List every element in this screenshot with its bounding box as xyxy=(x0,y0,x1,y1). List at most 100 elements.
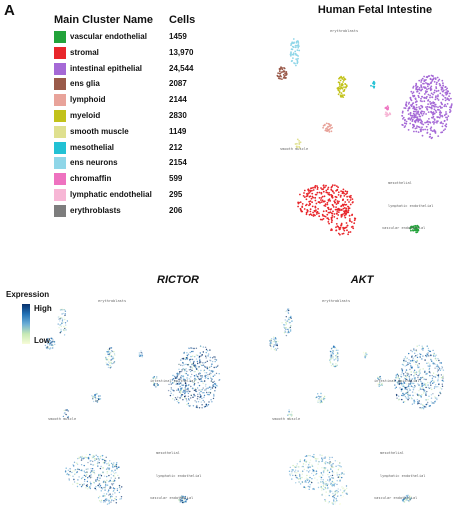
umap-point xyxy=(102,462,105,464)
umap-point xyxy=(205,389,207,391)
umap-point xyxy=(428,349,430,352)
umap-point xyxy=(311,192,314,195)
umap-point xyxy=(406,388,408,391)
umap-point xyxy=(332,352,335,355)
umap-point xyxy=(433,353,435,356)
umap-point xyxy=(277,72,279,74)
umap-point xyxy=(404,497,407,499)
umap-point xyxy=(336,211,339,213)
umap-point xyxy=(348,195,351,198)
umap-point xyxy=(296,49,299,51)
umap-point xyxy=(328,476,330,478)
umap-point xyxy=(209,359,211,361)
umap-point xyxy=(184,495,187,498)
umap-point xyxy=(438,108,440,111)
umap-point xyxy=(284,319,286,321)
umap-point xyxy=(110,496,112,498)
cluster-intestinal-epithelial xyxy=(400,344,445,410)
umap-point xyxy=(79,483,81,486)
cluster-vascular-endothelial xyxy=(401,494,412,503)
umap-point xyxy=(447,115,450,117)
umap-point xyxy=(433,105,436,108)
umap-point xyxy=(113,475,115,477)
cluster-intestinal-epithelial xyxy=(175,345,221,409)
umap-point xyxy=(432,93,434,96)
umap-point xyxy=(214,356,216,358)
umap-point xyxy=(188,369,191,371)
umap-point xyxy=(193,364,195,366)
umap-point xyxy=(198,378,201,381)
umap-point xyxy=(417,375,419,377)
umap-point xyxy=(102,472,104,474)
umap-point xyxy=(214,358,216,360)
umap-point xyxy=(332,355,335,358)
umap-point xyxy=(299,473,301,476)
umap-point xyxy=(431,116,433,119)
umap-point xyxy=(184,357,187,359)
umap-point xyxy=(198,355,201,358)
umap-point xyxy=(103,499,106,502)
panel-label: A xyxy=(4,2,15,19)
umap-point xyxy=(430,85,433,88)
umap-point xyxy=(423,383,426,385)
umap-point xyxy=(285,326,287,329)
umap-point xyxy=(402,401,405,403)
umap-point xyxy=(181,501,184,504)
umap-point xyxy=(333,213,336,215)
expression-legend: Expression High Low xyxy=(6,290,86,345)
umap-point xyxy=(401,115,404,117)
umap-point xyxy=(334,201,337,204)
umap-point xyxy=(274,344,276,346)
umap-point xyxy=(327,199,330,201)
umap-point xyxy=(177,388,179,390)
umap-point xyxy=(299,477,301,479)
umap-point xyxy=(88,456,90,459)
umap-point xyxy=(328,222,330,225)
umap-point xyxy=(339,465,341,467)
umap-point xyxy=(61,319,64,321)
umap-point xyxy=(434,367,436,369)
umap-point xyxy=(185,385,188,387)
umap-point xyxy=(321,398,324,400)
umap-point xyxy=(425,113,427,115)
umap-point xyxy=(141,354,144,356)
umap-point xyxy=(414,392,416,394)
umap-point xyxy=(337,495,339,497)
umap-point xyxy=(343,94,346,96)
umap-point xyxy=(65,467,67,469)
umap-point xyxy=(434,376,437,378)
umap-point xyxy=(104,498,107,500)
umap-point xyxy=(303,486,305,488)
umap-point xyxy=(428,368,430,371)
umap-point xyxy=(372,81,375,84)
umap-point xyxy=(105,356,107,359)
umap-point xyxy=(176,374,179,376)
umap-point xyxy=(283,326,285,328)
umap-point xyxy=(314,477,316,479)
umap-point xyxy=(439,113,441,116)
umap-point xyxy=(311,464,313,466)
umap-point xyxy=(333,484,335,486)
umap-point xyxy=(334,184,336,187)
umap-point xyxy=(208,401,210,403)
umap-point xyxy=(409,360,412,362)
umap-point xyxy=(184,382,187,385)
umap-point xyxy=(441,79,444,82)
umap-point xyxy=(426,390,428,393)
umap-point xyxy=(284,310,287,313)
umap-point xyxy=(309,202,311,205)
umap-point xyxy=(98,486,101,488)
umap-point xyxy=(431,388,433,391)
umap-point xyxy=(290,325,292,327)
umap-point xyxy=(415,371,418,373)
umap-point xyxy=(343,490,345,492)
umap-point xyxy=(198,373,200,375)
umap-point xyxy=(428,106,431,109)
umap-point xyxy=(337,191,340,194)
umap-point xyxy=(442,84,445,87)
umap-point xyxy=(412,389,415,391)
umap-point xyxy=(173,390,175,392)
umap-point xyxy=(426,75,428,78)
umap-point xyxy=(445,92,447,94)
